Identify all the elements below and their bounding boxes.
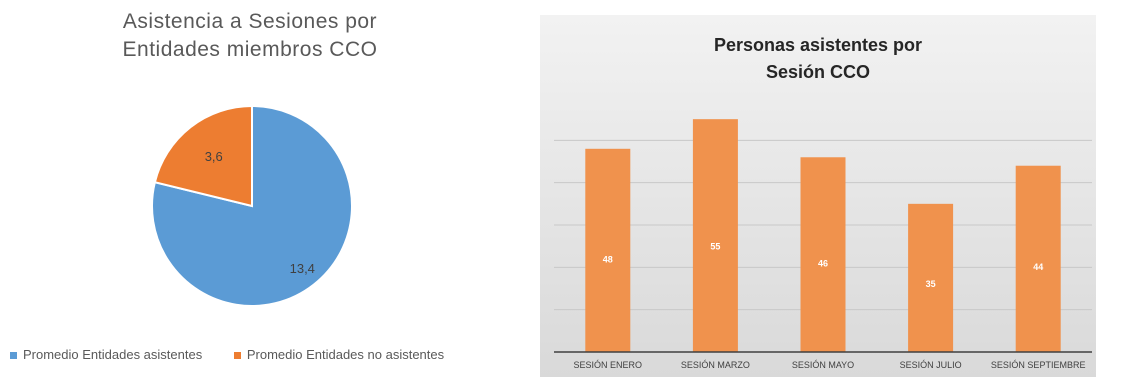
x-tick-label: SESIÓN SEPTIEMBRE	[991, 360, 1086, 370]
x-tick-label: SESIÓN MARZO	[681, 360, 750, 370]
pie-label-asistentes: 13,4	[290, 261, 315, 276]
pie-slice-no-asistentes	[153, 104, 253, 208]
pie-legend: Promedio Entidades asistentes Promedio E…	[10, 347, 472, 362]
legend-item-no-asistentes: Promedio Entidades no asistentes	[233, 347, 445, 362]
bar	[692, 119, 738, 353]
pie-chart-title: Asistencia a Sesiones por Entidades miem…	[0, 8, 500, 64]
bar-chart-title: Personas asistentes por Sesión CCO	[540, 32, 1096, 86]
bar	[800, 157, 846, 352]
bar-title-line-2: Sesión CCO	[765, 62, 871, 82]
bar-data-label: 35	[926, 279, 936, 289]
legend-label-no-asistentes: Promedio Entidades no asistentes	[246, 347, 445, 362]
bar	[585, 148, 631, 352]
legend-swatch-orange	[233, 352, 241, 360]
bar-data-label: 46	[818, 258, 828, 268]
pie-title-line-2: Entidades miembros CCO	[122, 38, 378, 61]
legend-label-asistentes: Promedio Entidades asistentes	[23, 347, 203, 362]
legend-swatch-blue	[10, 352, 17, 360]
bar-title-line-1: Personas asistentes por	[713, 35, 923, 55]
legend-item-asistentes: Promedio Entidades asistentes	[10, 347, 202, 362]
bar	[908, 203, 954, 352]
pie-title-line-1: Asistencia a Sesiones por	[122, 10, 378, 33]
x-tick-label: SESIÓN JULIO	[900, 360, 962, 370]
pie-chart: 13,4 3,6	[151, 104, 353, 307]
pie-label-no-asistentes: 3,6	[205, 149, 223, 164]
bar	[1015, 165, 1061, 352]
bar-data-label: 44	[1033, 262, 1043, 272]
x-tick-label: SESIÓN MAYO	[792, 360, 854, 370]
bar-data-label: 55	[710, 242, 720, 252]
bar-chart: 48 SESIÓN ENERO 55 SESIÓN MARZO 46 SESIÓN MAY…	[554, 119, 1092, 370]
x-tick-label: SESIÓN ENERO	[574, 360, 643, 370]
bar-data-label: 48	[603, 255, 613, 265]
pie-chart-panel: Asistencia a Sesiones por Entidades miem…	[0, 0, 520, 377]
bar-chart-panel: 48 SESIÓN ENERO 55 SESIÓN MARZO 46 SESIÓN MAY…	[540, 15, 1096, 377]
